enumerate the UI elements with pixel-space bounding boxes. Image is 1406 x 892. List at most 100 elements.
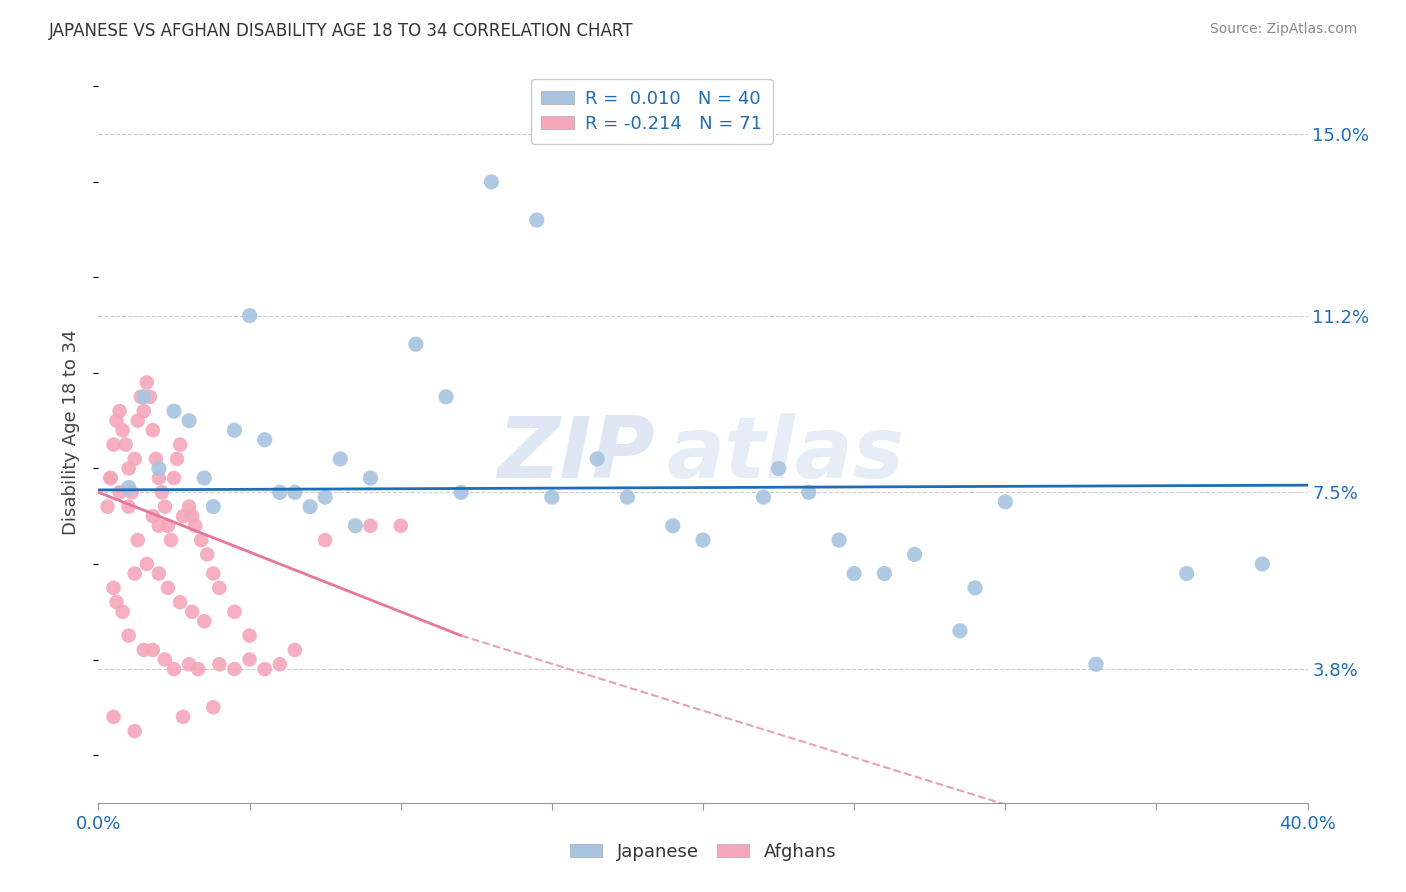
Point xyxy=(797,485,820,500)
Point xyxy=(224,662,246,676)
Point xyxy=(118,500,141,514)
Point xyxy=(360,518,382,533)
Point xyxy=(284,643,307,657)
Point xyxy=(193,471,215,485)
Point xyxy=(103,710,125,724)
Point xyxy=(752,490,775,504)
Point xyxy=(108,404,131,418)
Point xyxy=(148,471,170,485)
Point xyxy=(190,533,212,547)
Point xyxy=(208,581,231,595)
Point xyxy=(111,605,134,619)
Text: atlas: atlas xyxy=(666,413,905,496)
Point xyxy=(994,495,1017,509)
Point xyxy=(526,213,548,227)
Point xyxy=(100,471,122,485)
Point xyxy=(768,461,790,475)
Point xyxy=(124,566,146,581)
Point xyxy=(844,566,866,581)
Point xyxy=(156,581,179,595)
Y-axis label: Disability Age 18 to 34: Disability Age 18 to 34 xyxy=(62,330,80,535)
Point xyxy=(153,500,176,514)
Point xyxy=(169,437,191,451)
Text: ZIP: ZIP xyxy=(496,413,655,496)
Point xyxy=(103,437,125,451)
Point xyxy=(135,376,157,390)
Point xyxy=(184,518,207,533)
Point xyxy=(540,490,562,504)
Point xyxy=(692,533,714,547)
Point xyxy=(616,490,638,504)
Point xyxy=(314,490,336,504)
Point xyxy=(100,471,122,485)
Point xyxy=(169,595,191,609)
Point xyxy=(142,509,165,524)
Point xyxy=(828,533,851,547)
Point xyxy=(135,557,157,571)
Point xyxy=(124,724,146,739)
Point xyxy=(179,500,201,514)
Point xyxy=(118,629,141,643)
Point xyxy=(202,500,225,514)
Point xyxy=(114,437,136,451)
Point xyxy=(314,533,336,547)
Point xyxy=(181,605,204,619)
Point xyxy=(163,471,186,485)
Point xyxy=(132,404,155,418)
Point xyxy=(239,629,262,643)
Point xyxy=(208,657,231,672)
Point xyxy=(1251,557,1274,571)
Point xyxy=(269,657,291,672)
Point xyxy=(142,643,165,657)
Point xyxy=(179,657,201,672)
Point xyxy=(156,518,179,533)
Point xyxy=(269,485,291,500)
Point xyxy=(284,485,307,500)
Point xyxy=(160,533,183,547)
Point xyxy=(145,451,167,466)
Point xyxy=(105,414,128,428)
Point xyxy=(224,605,246,619)
Point xyxy=(202,700,225,714)
Point xyxy=(1085,657,1108,672)
Point xyxy=(108,485,131,500)
Point xyxy=(139,390,162,404)
Point xyxy=(434,390,457,404)
Point xyxy=(127,533,149,547)
Point xyxy=(965,581,987,595)
Point xyxy=(142,423,165,437)
Point xyxy=(181,509,204,524)
Point xyxy=(193,615,215,629)
Point xyxy=(96,500,118,514)
Point xyxy=(360,471,382,485)
Point xyxy=(344,518,367,533)
Text: JAPANESE VS AFGHAN DISABILITY AGE 18 TO 34 CORRELATION CHART: JAPANESE VS AFGHAN DISABILITY AGE 18 TO … xyxy=(49,22,634,40)
Point xyxy=(179,414,201,428)
Point xyxy=(148,566,170,581)
Point xyxy=(111,423,134,437)
Point xyxy=(172,509,194,524)
Point xyxy=(124,451,146,466)
Point xyxy=(661,518,683,533)
Point xyxy=(239,309,262,323)
Point xyxy=(127,414,149,428)
Point xyxy=(202,566,225,581)
Point xyxy=(224,423,246,437)
Text: Source: ZipAtlas.com: Source: ZipAtlas.com xyxy=(1209,22,1357,37)
Point xyxy=(253,662,276,676)
Point xyxy=(405,337,427,351)
Point xyxy=(450,485,472,500)
Point xyxy=(148,518,170,533)
Point xyxy=(105,595,128,609)
Point xyxy=(103,581,125,595)
Point xyxy=(153,652,176,666)
Point xyxy=(481,175,503,189)
Point xyxy=(1175,566,1198,581)
Point xyxy=(132,390,155,404)
Point xyxy=(873,566,896,581)
Point xyxy=(132,643,155,657)
Point xyxy=(239,652,262,666)
Point xyxy=(586,451,609,466)
Point xyxy=(172,710,194,724)
Point xyxy=(195,548,218,562)
